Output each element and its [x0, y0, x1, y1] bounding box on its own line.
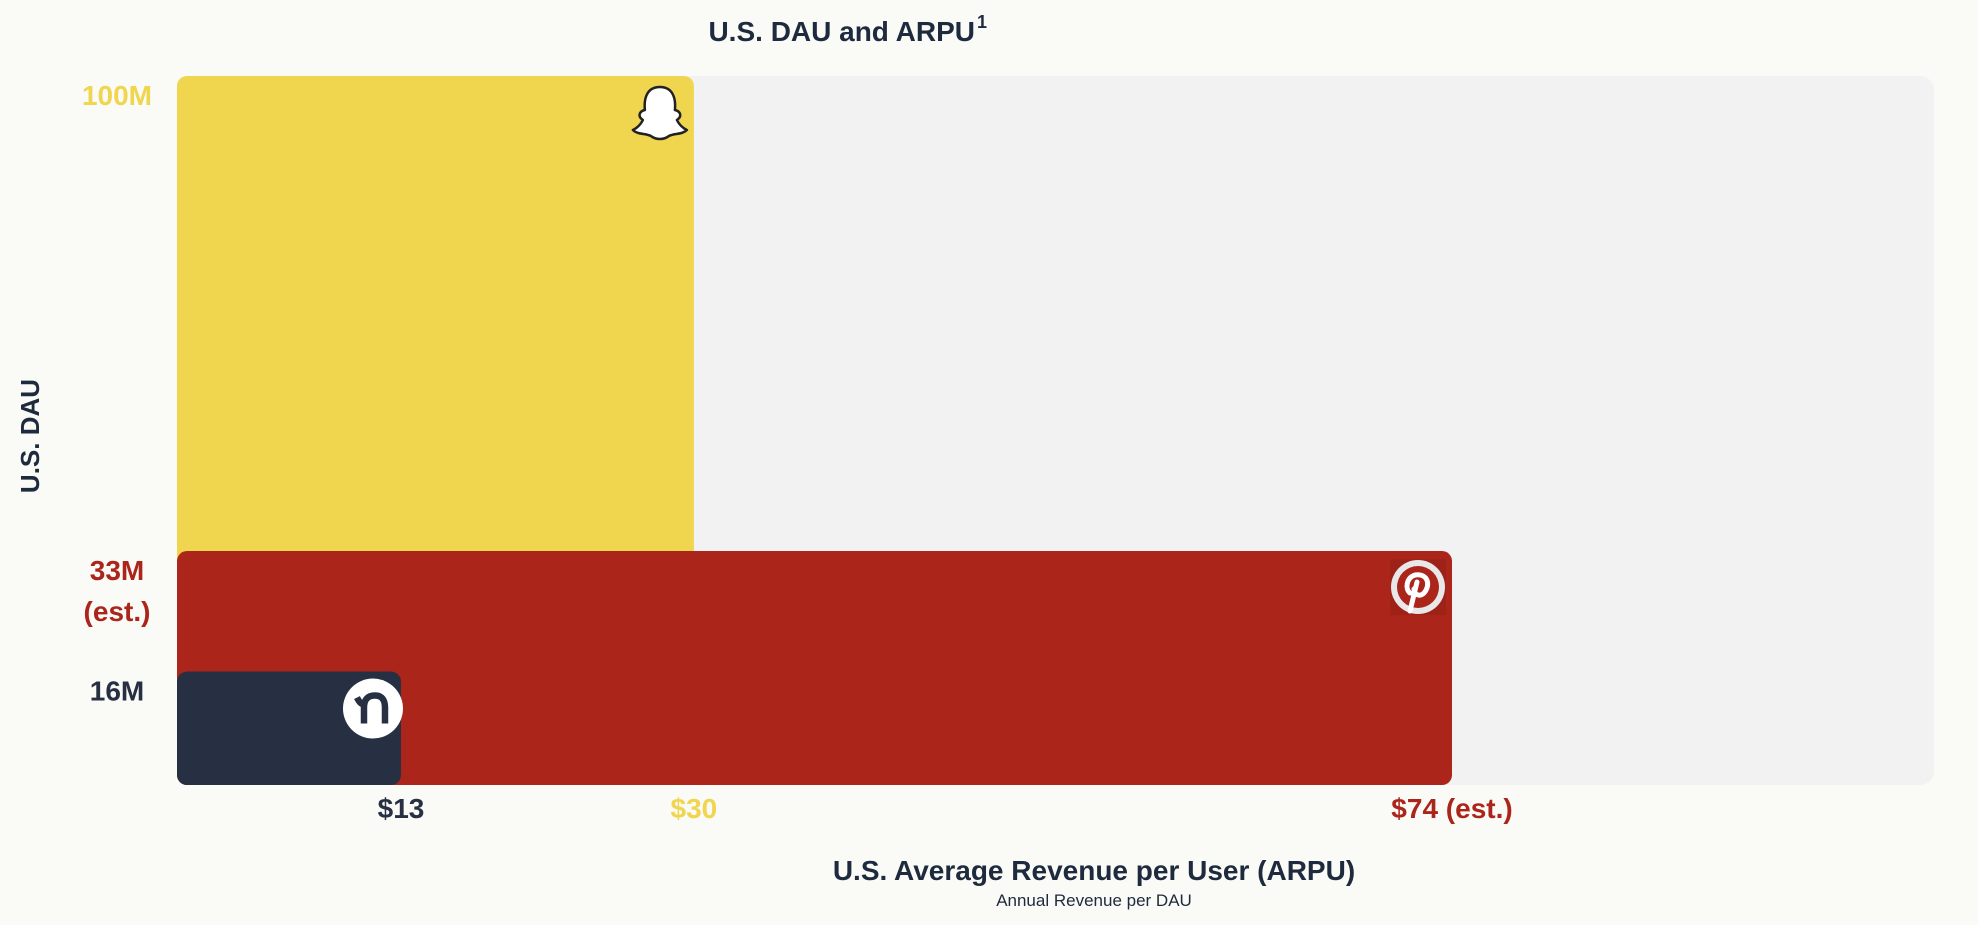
labels-layer: $30 100M $74 (est.) 33M (est.) $13 16M — [82, 80, 1513, 824]
bar-pinterest — [177, 551, 1452, 785]
y-axis-label: U.S. DAU — [15, 379, 45, 493]
nextdoor-icon — [342, 678, 403, 739]
icons-layer — [342, 85, 1446, 739]
bars-layer — [177, 76, 1452, 785]
x-tick-nextdoor: $13 — [378, 793, 425, 824]
snapchat-ghost-icon — [631, 85, 689, 141]
pinterest-icon — [1390, 559, 1446, 616]
x-tick-pinterest: $74 (est.) — [1391, 793, 1512, 824]
x-tick-snapchat-ghost: $30 — [671, 793, 718, 824]
y-tick-snapchat-ghost: 100M — [82, 80, 152, 111]
y-tick-pinterest: 33M — [90, 555, 144, 586]
x-axis-sublabel: Annual Revenue per DAU — [996, 891, 1192, 910]
y-tick-note-pinterest: (est.) — [84, 596, 151, 627]
chart-title-superscript: 1 — [977, 12, 987, 32]
y-tick-nextdoor: 16M — [90, 676, 144, 707]
chart-title: U.S. DAU and ARPU — [708, 16, 975, 47]
x-axis-label: U.S. Average Revenue per User (ARPU) — [833, 855, 1355, 886]
